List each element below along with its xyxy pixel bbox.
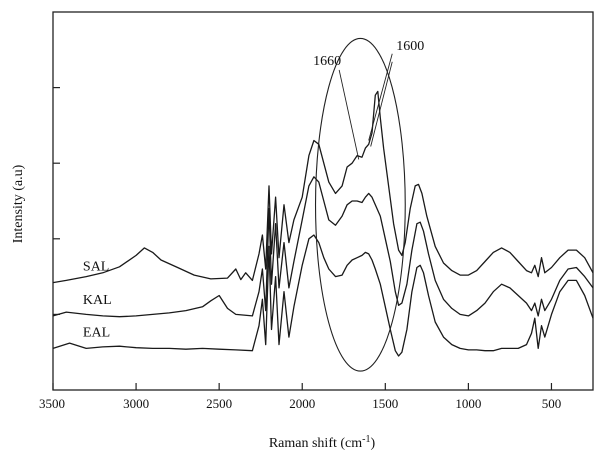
series-line-eal [52,234,594,357]
x-axis-label: Raman shift (cm-1) [269,434,376,452]
x-tick-label-3500: 3500 [39,396,65,411]
annotation-arrow-1600 [368,53,393,141]
series-label-eal: EAL [83,325,110,340]
annotation-arrow-1600-b [370,61,393,147]
series-label-sal: SAL [83,260,109,275]
series-line-kal [52,176,594,318]
x-tick-label-500: 500 [542,396,562,411]
y-axis-ticks [53,86,60,315]
series-labels: SAL KAL EAL [83,260,112,341]
series-label-kal: KAL [83,293,112,308]
peak-annotations: 1660 1600 [313,39,424,160]
plot-frame [52,11,594,391]
annotation-arrow-1660 [338,69,360,160]
x-tick-label-2000: 2000 [289,396,315,411]
x-tick-label-1500: 1500 [372,396,398,411]
highlight-ellipse [314,37,406,372]
series-lines [52,90,594,357]
series-line-sal [52,90,594,284]
x-tick-label-2500: 2500 [206,396,232,411]
x-axis-ticks: 3500 3000 2500 2000 1500 1000 500 [39,383,561,411]
y-axis-label: Intensity (a.u) [11,164,26,243]
annotation-label-1600: 1600 [396,39,424,54]
x-tick-label-3000: 3000 [123,396,149,411]
x-tick-label-1000: 1000 [455,396,481,411]
annotation-label-1660: 1660 [313,54,341,69]
